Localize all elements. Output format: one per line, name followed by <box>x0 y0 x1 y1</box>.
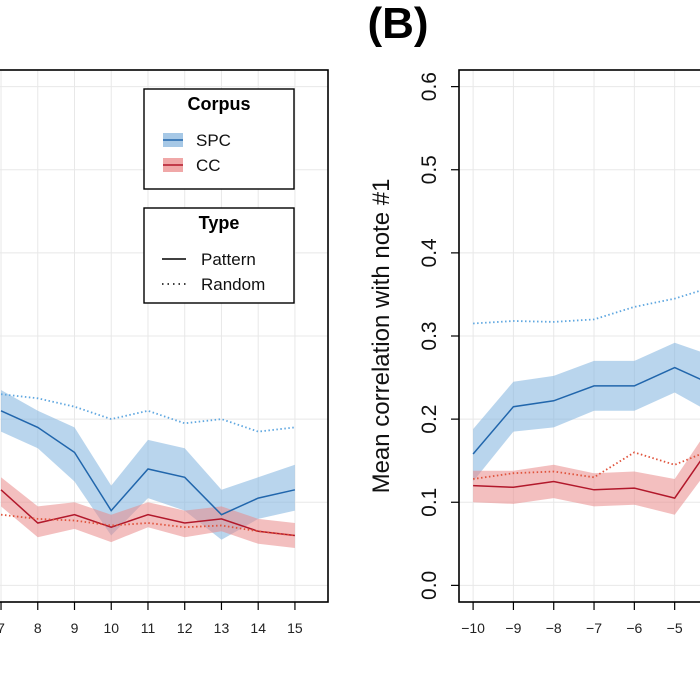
a-band-spc <box>1 390 295 540</box>
panel-b-y-ticks: 0.0 0.1 0.2 0.3 0.4 0.5 0.6 <box>418 72 459 600</box>
x-tick-label: −7 <box>586 620 602 636</box>
b-band-spc <box>473 342 700 482</box>
panel-a-bands <box>1 390 295 548</box>
panel-b-bands <box>473 342 700 515</box>
x-tick-label: −10 <box>461 620 485 636</box>
x-tick-label: 14 <box>250 620 266 636</box>
y-tick-label: 0.5 <box>418 155 441 184</box>
a-line-spc-pattern <box>0 410 296 516</box>
x-tick-label: 7 <box>0 620 5 636</box>
x-tick-label: 10 <box>103 620 119 636</box>
b-line-cc-random <box>472 451 700 480</box>
x-tick-label: −5 <box>667 620 683 636</box>
a-line-cc-random <box>0 513 296 537</box>
x-tick-label: 11 <box>141 620 156 636</box>
panel-a-x-ticks: 7 8 9 10 11 12 13 14 15 <box>0 602 303 636</box>
legend-corpus: Corpus SPC CC <box>143 88 295 190</box>
panel-b: −10−9−8−7−6−5−4 0.00.10.20.30.40.50.6 Me… <box>368 69 700 636</box>
x-tick-label: 13 <box>214 620 230 636</box>
y-tick-label: 0.1 <box>418 488 441 517</box>
x-tick-label: 12 <box>177 620 193 636</box>
panel-b-y-axis-title: Mean correlation with note #1 <box>368 179 395 494</box>
x-tick-label: 9 <box>71 620 79 636</box>
a-band-cc <box>1 477 295 548</box>
panel-b-grid <box>459 70 700 602</box>
legend-type-title: Type <box>199 213 240 233</box>
b-line-spc-pattern <box>472 366 700 455</box>
a-line-spc-random <box>0 393 296 433</box>
b-band-cc <box>473 441 700 515</box>
panel-b-x-ticks: −10−9−8−7−6−5−4 <box>461 602 683 636</box>
legend-pattern-label: Pattern <box>201 250 256 269</box>
b-line-spc-random <box>473 289 700 325</box>
panel-a-frame <box>0 69 329 603</box>
x-tick-label: −9 <box>505 620 521 636</box>
panel-b-lines <box>472 289 700 499</box>
legend-random-label: Random <box>201 275 265 294</box>
x-tick-label: −6 <box>626 620 642 636</box>
y-tick-label: 0.3 <box>418 321 441 350</box>
y-tick-label: 0.4 <box>418 238 441 268</box>
panel-a-lines <box>0 393 296 537</box>
panel-a: 7 8 9 10 11 12 13 14 15 Corpus SPC CC Type Patte… <box>0 69 329 636</box>
legend-type: Type Pattern Random <box>143 207 295 304</box>
x-tick-label: −8 <box>546 620 562 636</box>
y-tick-label: 0.2 <box>418 405 441 434</box>
legend-corpus-title: Corpus <box>188 94 251 114</box>
panel-letter-b: (B) <box>367 0 428 48</box>
x-tick-label: 15 <box>287 620 303 636</box>
y-tick-label: 0.6 <box>418 72 441 101</box>
y-tick-label: 0.0 <box>418 571 441 600</box>
b-line-cc-pattern <box>473 460 700 499</box>
legend-cc-label: CC <box>196 156 221 175</box>
legend-spc-label: SPC <box>196 131 231 150</box>
x-tick-label: 8 <box>34 620 42 636</box>
